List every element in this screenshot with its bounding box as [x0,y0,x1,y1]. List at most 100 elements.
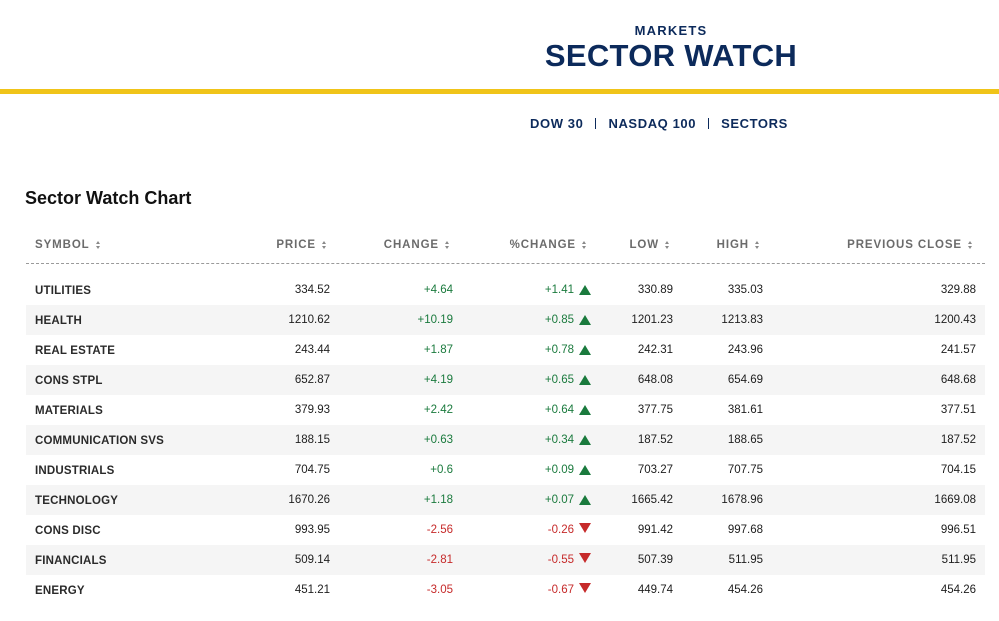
table-row[interactable]: FINANCIALS 509.14 -2.81 -0.55 507.39 511.95 51… [26,545,985,575]
triangle-up-icon [579,375,591,385]
high-cell: 243.96 [727,344,763,356]
previous-close-cell: 1669.08 [934,494,976,506]
price-cell: 993.95 [294,524,330,536]
price-cell: 704.75 [294,464,330,476]
symbol-cell: HEALTH [35,315,82,327]
pct-change-cell: +0.09 [544,464,574,476]
symbol-cell: REAL ESTATE [35,345,116,357]
table-row[interactable]: MATERIALS 379.93 +2.42 +0.64 377.75 381.61 377… [26,395,985,425]
sort-icon [95,241,100,249]
change-cell: -2.56 [426,524,453,536]
price-cell: 1670.26 [288,494,330,506]
change-cell: -2.81 [426,554,453,566]
nav-separator [595,118,597,129]
header-divider [0,89,999,94]
sort-icon [968,241,972,249]
symbol-cell: UTILITIES [35,285,92,297]
high-cell: 1678.96 [721,494,763,506]
column-header-label: PRICE [276,239,316,251]
section-kicker: MARKETS [634,23,708,38]
table-row[interactable]: CONS DISC 993.95 -2.56 -0.26 991.42 997.68 996… [26,515,985,545]
low-cell: 242.31 [637,344,673,356]
previous-close-cell: 996.51 [940,524,976,536]
symbol-cell: ENERGY [35,585,85,597]
table-row[interactable]: UTILITIES 334.52 +4.64 +1.41 330.89 335.03 329… [26,275,985,305]
column-header-price[interactable]: PRICE [276,239,326,251]
column-header-previous-close[interactable]: PREVIOUS CLOSE [847,239,972,251]
low-cell: 330.89 [637,284,673,296]
high-cell: 335.03 [727,284,763,296]
column-header-label: %CHANGE [509,239,576,251]
high-cell: 381.61 [727,404,763,416]
triangle-up-icon [579,435,591,445]
column-header-label: CHANGE [383,239,439,251]
pct-change-cell: +0.78 [544,344,574,356]
change-cell: +4.19 [423,374,453,386]
nav-nasdaq-100-link[interactable]: NASDAQ 100 [608,116,697,131]
triangle-down-icon [579,583,591,593]
previous-close-cell: 241.57 [940,344,976,356]
low-cell: 1665.42 [631,494,673,506]
table-row[interactable]: TECHNOLOGY 1670.26 +1.18 +0.07 1665.42 1678.9… [26,485,985,515]
change-cell: +1.18 [423,494,453,506]
change-cell: +0.6 [430,464,453,476]
symbol-cell: CONS STPL [35,375,103,387]
triangle-up-icon [579,285,591,295]
price-cell: 1210.62 [288,314,330,326]
triangle-up-icon [579,345,591,355]
table-row[interactable]: REAL ESTATE 243.44 +1.87 +0.78 242.31 243.96 2… [26,335,985,365]
triangle-up-icon [579,405,591,415]
triangle-up-icon [579,465,591,475]
symbol-cell: COMMUNICATION SVS [35,435,165,447]
column-header-symbol[interactable]: SYMBOL [35,239,100,251]
previous-close-cell: 329.88 [940,284,976,296]
price-cell: 188.15 [294,434,330,446]
table-row[interactable]: INDUSTRIALS 704.75 +0.6 +0.09 703.27 707.75 70… [26,455,985,485]
low-cell: 1201.23 [631,314,673,326]
column-header-label: SYMBOL [35,239,90,251]
low-cell: 991.42 [637,524,673,536]
change-cell: +1.87 [423,344,453,356]
market-nav: DOW 30 NASDAQ 100 SECTORS [530,116,788,131]
high-cell: 454.26 [727,584,763,596]
nav-sectors-link[interactable]: SECTORS [721,116,788,131]
column-header-high[interactable]: HIGH [717,239,759,251]
high-cell: 511.95 [728,554,763,566]
nav-separator [708,118,710,129]
price-cell: 652.87 [294,374,330,386]
table-title: Sector Watch Chart [25,188,192,208]
table-row[interactable]: HEALTH 1210.62 +10.19 +0.85 1201.23 1213.83 12… [26,305,985,335]
previous-close-cell: 1200.43 [934,314,976,326]
column-header-label: HIGH [716,239,749,251]
previous-close-cell: 377.51 [940,404,976,416]
price-cell: 334.52 [294,284,330,296]
column-header-pct-change[interactable]: %CHANGE [510,239,586,251]
table-row[interactable]: COMMUNICATION SVS 188.15 +0.63 +0.34 187.52 1… [26,425,985,455]
high-cell: 654.69 [727,374,763,386]
table-row[interactable]: ENERGY 451.21 -3.05 -0.67 449.74 454.26 454.26 [26,575,985,605]
price-cell: 509.14 [294,554,330,566]
table-row[interactable]: CONS STPL 652.87 +4.19 +0.65 648.08 654.69 648… [26,365,985,395]
pct-change-cell: +0.07 [544,494,574,506]
low-cell: 703.27 [637,464,673,476]
nav-dow-30-link[interactable]: DOW 30 [530,116,584,131]
price-cell: 379.93 [294,404,330,416]
column-header-change[interactable]: CHANGE [384,239,449,251]
low-cell: 507.39 [637,554,673,566]
symbol-cell: TECHNOLOGY [35,495,119,507]
table-body: UTILITIES 334.52 +4.64 +1.41 330.89 335.03 329… [26,275,985,605]
change-cell: +0.63 [423,434,453,446]
symbol-cell: INDUSTRIALS [35,465,115,477]
pct-change-cell: +0.85 [544,314,574,326]
symbol-cell: CONS DISC [35,525,101,537]
triangle-down-icon [579,523,591,533]
previous-close-cell: 648.68 [940,374,976,386]
column-header-low[interactable]: LOW [629,239,669,251]
low-cell: 449.74 [637,584,673,596]
pct-change-cell: +0.64 [544,404,574,416]
sort-icon [445,241,449,249]
change-cell: +10.19 [417,314,454,326]
high-cell: 707.75 [727,464,763,476]
low-cell: 648.08 [637,374,673,386]
pct-change-cell: +0.65 [544,374,574,386]
